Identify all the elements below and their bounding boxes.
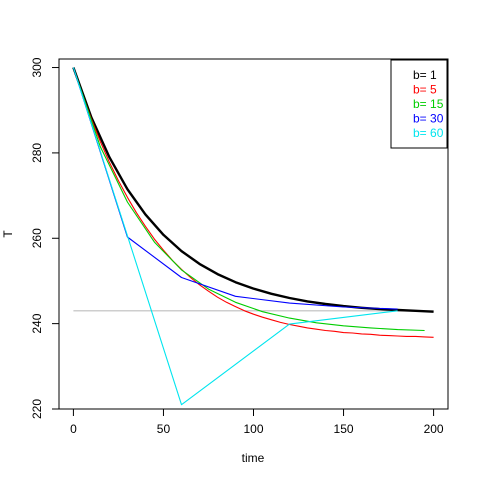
x-tick-label: 200: [424, 422, 444, 436]
x-tick-label: 50: [157, 422, 171, 436]
series-line-2: [72, 67, 434, 338]
y-tick-label: 240: [30, 313, 44, 333]
x-axis-label: time: [242, 451, 265, 465]
x-axis: 0 50 100 150 200: [70, 408, 444, 436]
legend: b= 1b= 5b= 15b= 30b= 60: [390, 59, 448, 149]
y-tick-label: 300: [30, 57, 44, 77]
legend-entry-1: b= 1: [413, 68, 437, 82]
y-tick-label: 260: [30, 228, 44, 248]
y-tick-label: 220: [30, 399, 44, 419]
y-axis-label: T: [1, 230, 15, 238]
series-layer: [72, 67, 434, 406]
legend-entry-3: b= 15: [413, 97, 444, 111]
x-tick-label: 0: [70, 422, 77, 436]
x-tick-label: 150: [334, 422, 354, 436]
y-tick-label: 280: [30, 143, 44, 163]
legend-entry-2: b= 5: [413, 83, 437, 97]
legend-box: [390, 59, 448, 149]
y-axis: 220 240 260 280 300: [30, 57, 60, 419]
series-line-5: [72, 67, 398, 406]
x-tick-label: 100: [243, 422, 263, 436]
legend-entry-5: b= 60: [413, 126, 444, 140]
legend-entry-4: b= 30: [413, 112, 444, 126]
series-line-3: [72, 67, 425, 332]
